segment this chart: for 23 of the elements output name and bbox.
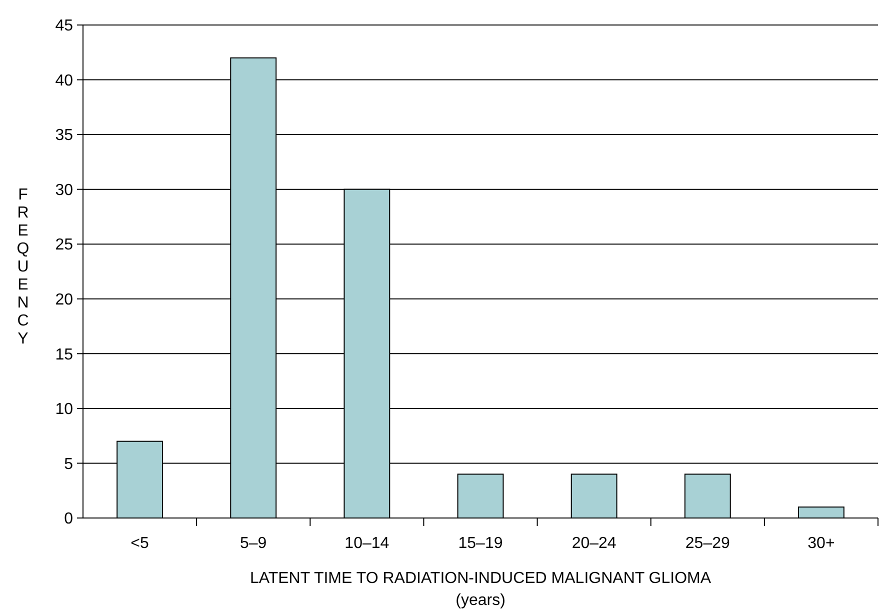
x-tick-label: 25–29	[685, 535, 730, 552]
bar	[457, 474, 504, 518]
y-tick-label: 15	[55, 346, 74, 364]
x-axis-title: LATENT TIME TO RADIATION-INDUCED MALIGNANT GLIOMA (years)	[250, 570, 712, 609]
x-tick-label: 5–9	[240, 535, 267, 552]
text: FREQUENCY	[16, 186, 30, 348]
bar	[798, 506, 844, 518]
y-tick-label: 20	[55, 291, 74, 308]
x-tick-label: <5	[130, 535, 150, 552]
y-tick-label: 5	[64, 456, 74, 473]
x-tick-label: 20–24	[572, 535, 616, 552]
x-tick-label: 15–19	[458, 535, 503, 552]
bar	[684, 474, 731, 518]
y-tick-label: 45	[55, 18, 74, 35]
y-tick-label: 35	[55, 127, 74, 144]
y-tick-label: 25	[55, 236, 74, 254]
x-tick-label: 10–14	[344, 535, 390, 552]
y-tick-label: 40	[55, 72, 74, 90]
x-tick-label: 30+	[808, 535, 835, 552]
y-tick-label: 0	[64, 510, 74, 528]
y-tick-label: 30	[55, 182, 74, 199]
y-tick-label: 10	[55, 401, 74, 418]
bar	[570, 474, 618, 518]
